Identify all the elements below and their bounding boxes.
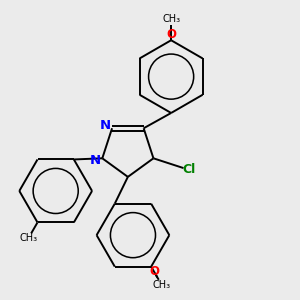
Text: N: N (100, 118, 111, 132)
Text: Cl: Cl (182, 163, 196, 176)
Text: O: O (149, 265, 159, 278)
Text: CH₃: CH₃ (153, 280, 171, 290)
Text: CH₃: CH₃ (162, 14, 180, 24)
Text: N: N (90, 154, 101, 167)
Text: O: O (166, 28, 176, 41)
Text: CH₃: CH₃ (20, 232, 38, 242)
